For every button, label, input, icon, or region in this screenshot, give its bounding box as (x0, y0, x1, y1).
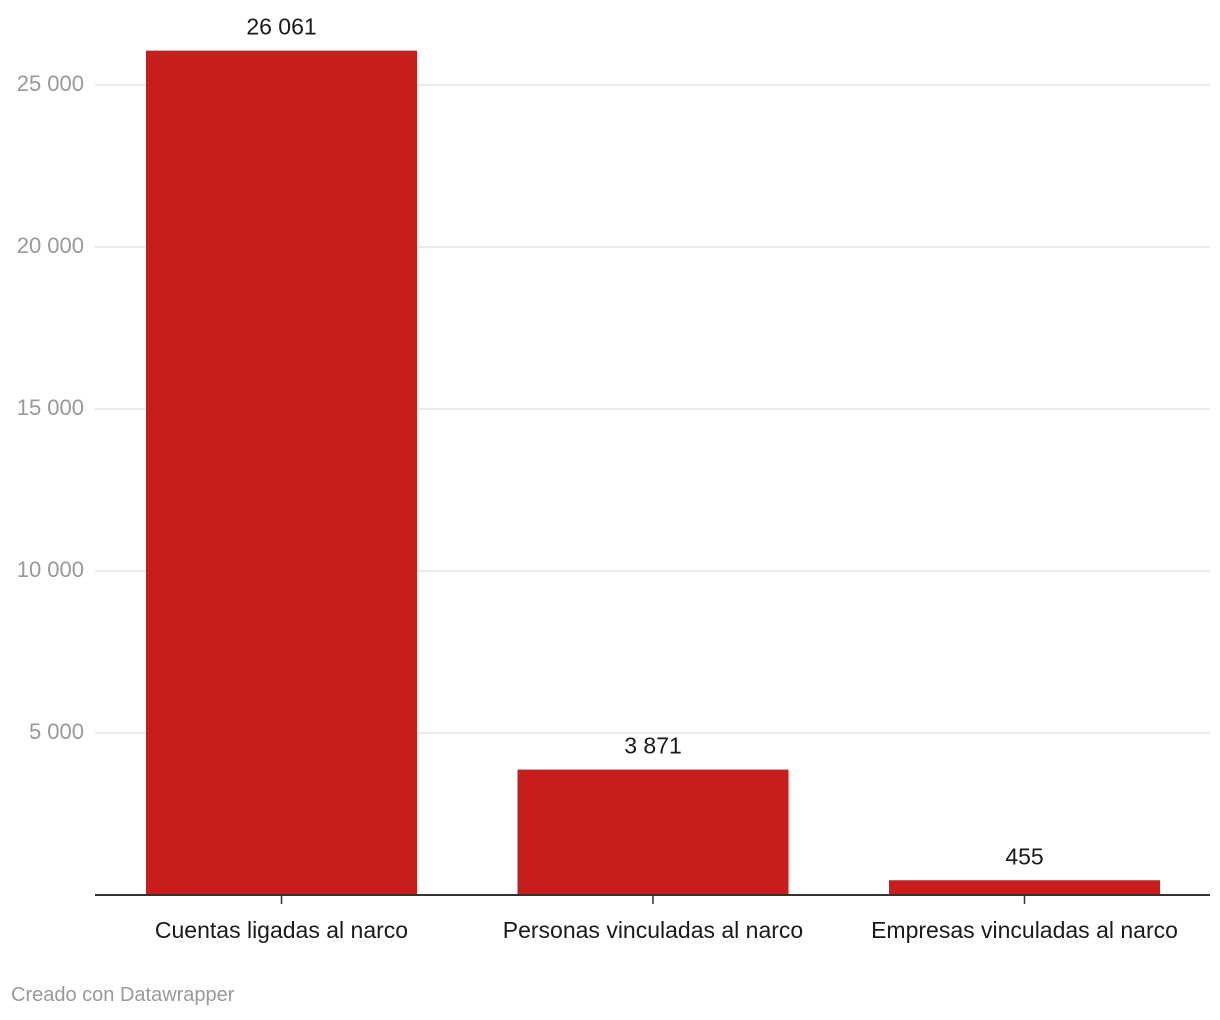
data-label: 26 061 (246, 14, 316, 40)
credit-text: Creado con Datawrapper (11, 984, 235, 1006)
bar (517, 769, 789, 895)
y-tick-label: 20 000 (17, 233, 84, 258)
bar (889, 880, 1160, 895)
bar (146, 50, 417, 896)
y-tick-label: 5 000 (29, 719, 84, 744)
y-tick-label: 15 000 (17, 395, 84, 420)
y-tick-label: 10 000 (17, 557, 84, 582)
x-tick-label: Cuentas ligadas al narco (155, 917, 408, 943)
x-tick-label: Personas vinculadas al narco (503, 917, 803, 943)
x-tick-label: Empresas vinculadas al narco (871, 917, 1178, 943)
data-label: 455 (1005, 843, 1043, 869)
y-tick-label: 25 000 (17, 71, 84, 96)
data-label: 3 871 (624, 733, 682, 759)
